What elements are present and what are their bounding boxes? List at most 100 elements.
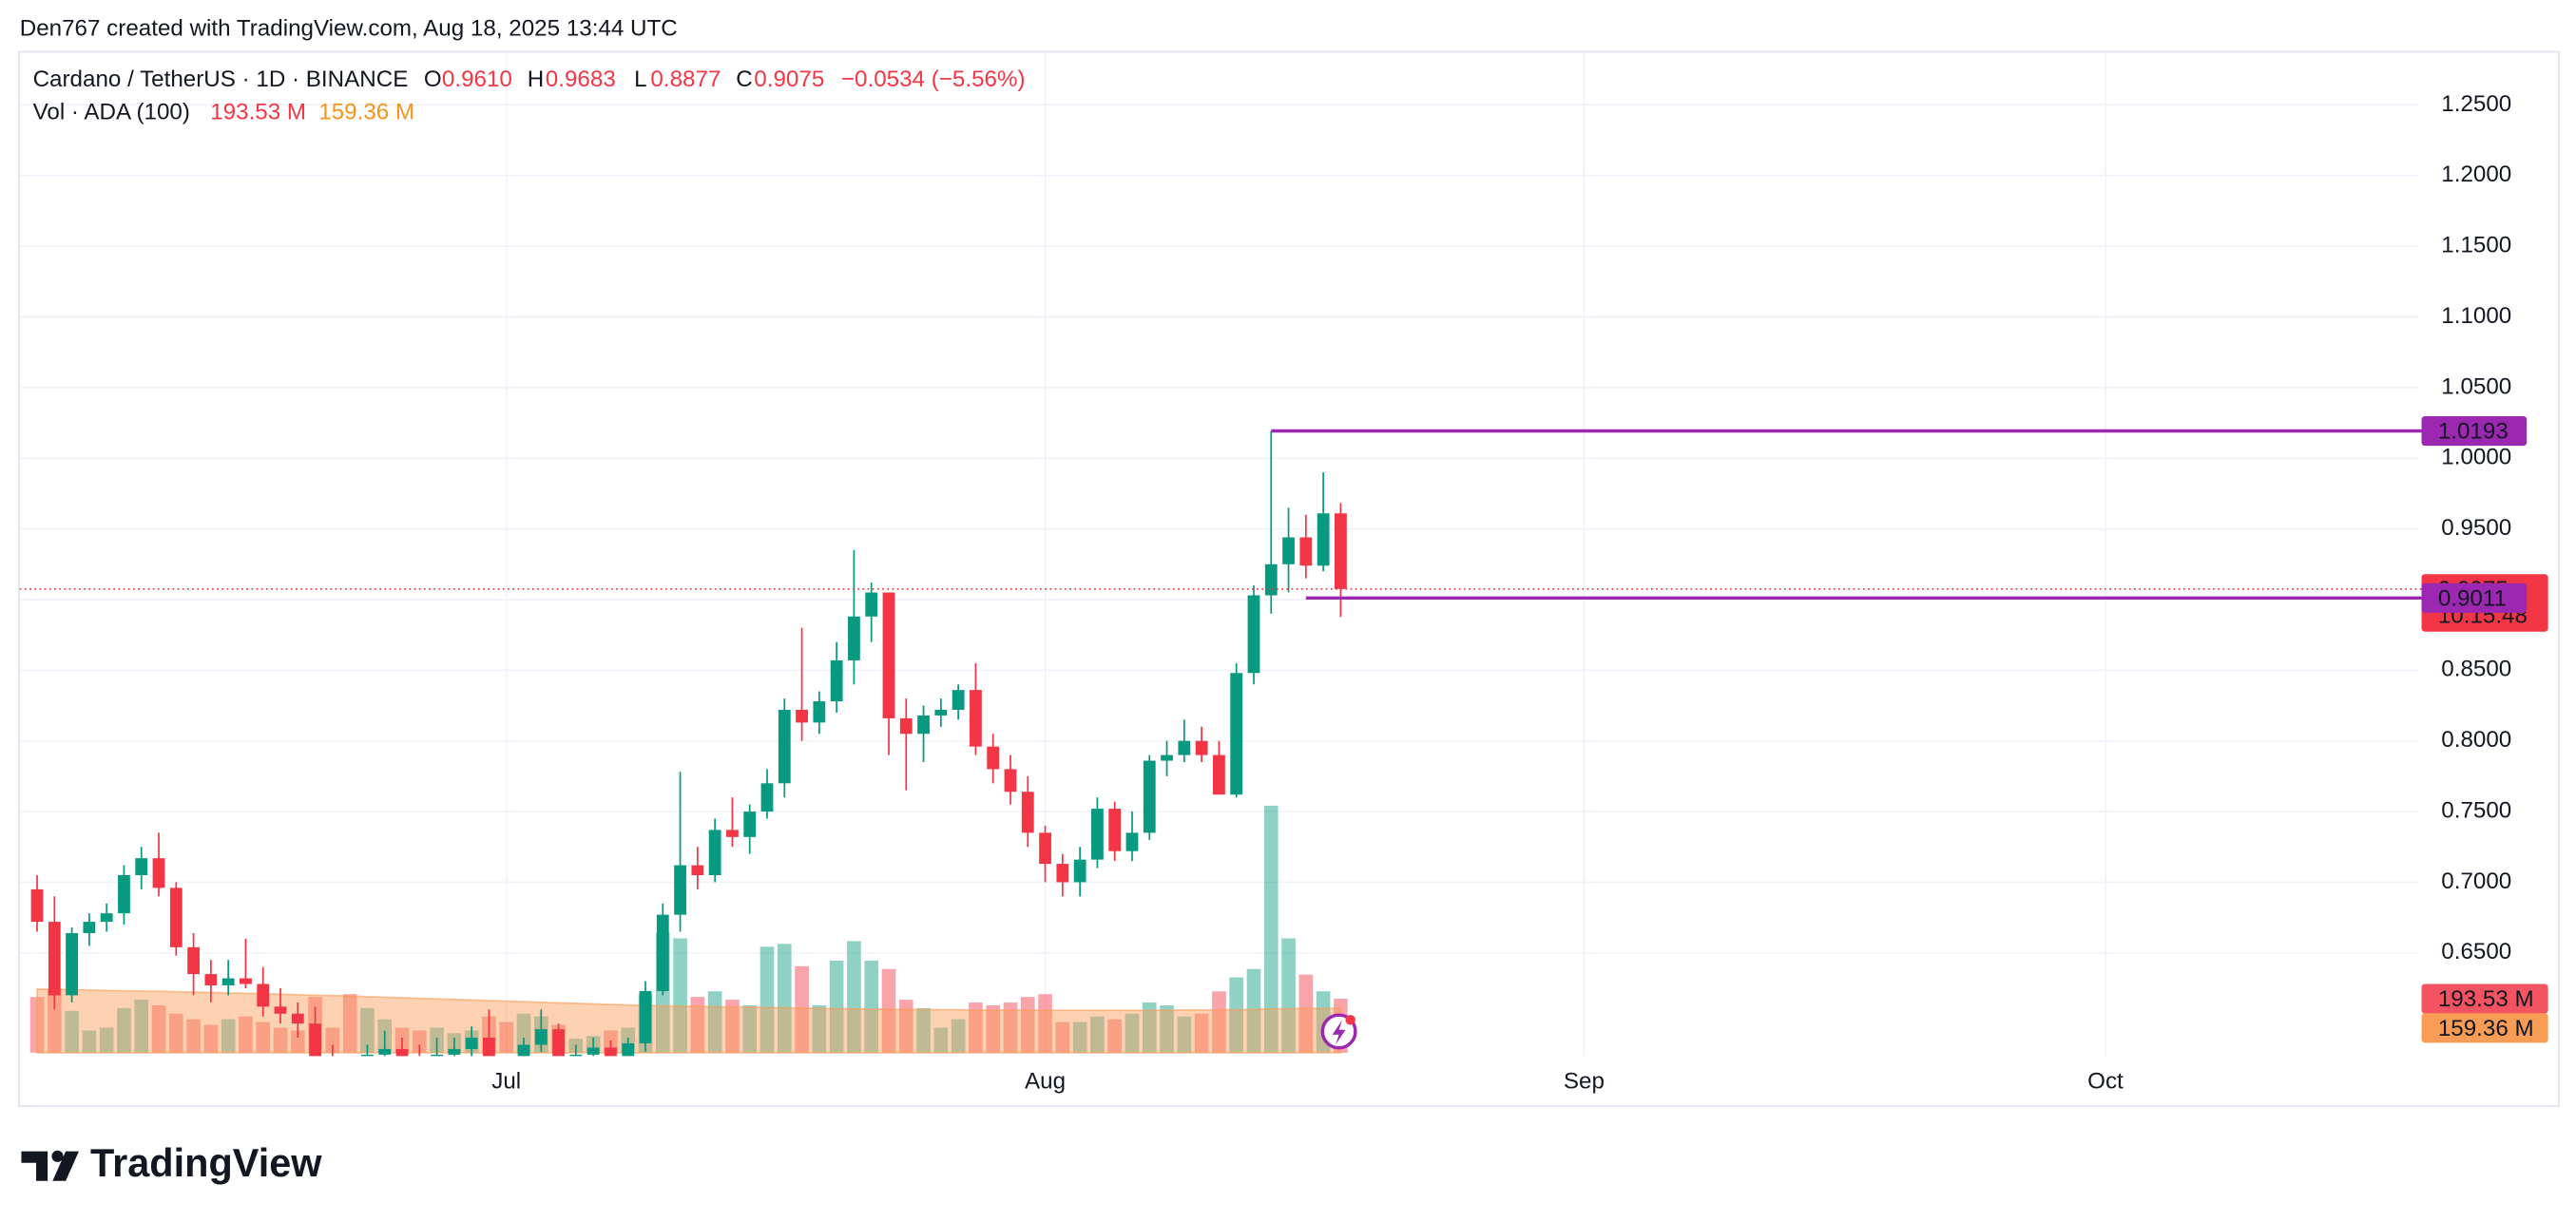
volume-bar [203, 1024, 219, 1053]
candles [30, 430, 1347, 1057]
volume-bar [795, 965, 809, 1053]
volume-bar [812, 1004, 827, 1053]
candle-body [291, 1013, 304, 1024]
candle-body [431, 1054, 443, 1057]
volume-bar [82, 1030, 97, 1053]
y-tick-label: 1.0000 [2441, 445, 2511, 470]
candle-body [639, 990, 652, 1043]
volume-bar [881, 968, 896, 1053]
volume-bar [99, 1027, 114, 1053]
volume-bar [759, 946, 775, 1053]
volume-bar [1281, 938, 1296, 1053]
candle-body [674, 865, 686, 915]
ohlc-key: L [634, 67, 646, 92]
ohlc-key: O [424, 67, 442, 92]
candle-body [830, 659, 843, 702]
candle-body [1247, 595, 1260, 674]
candle-body [448, 1048, 461, 1055]
candle-body [83, 922, 96, 933]
candle-body [274, 1006, 287, 1014]
candle-body [1004, 769, 1017, 792]
volume-bar [360, 1007, 375, 1053]
x-tick-label: Sep [1564, 1068, 1605, 1094]
candle-body [30, 888, 44, 923]
volume-bar [1072, 1022, 1087, 1053]
ohlc-value: 0.8877 [650, 67, 721, 92]
candle-body [240, 978, 252, 984]
y-tick-label: 0.9500 [2441, 515, 2511, 541]
volume-bar [690, 997, 705, 1053]
volume-bar [1142, 1002, 1157, 1053]
brand: TradingView [90, 1140, 322, 1185]
volume-bar [325, 1027, 340, 1053]
volume-bar [499, 1022, 514, 1053]
volume-bar [1055, 1022, 1070, 1053]
candle-body [1091, 809, 1104, 860]
volume-bar [864, 960, 879, 1053]
candle-body [118, 874, 130, 914]
volume-tag-label: 193.53 M [2438, 986, 2534, 1012]
candle-body [187, 946, 200, 975]
y-tick-label: 1.1000 [2441, 303, 2511, 329]
y-tick-label: 1.1500 [2441, 233, 2511, 258]
y-tick-label: 0.8500 [2441, 657, 2511, 682]
volume-bar [1160, 1004, 1174, 1053]
candle-body [309, 1023, 321, 1057]
candle-body [221, 978, 235, 986]
volume-bar [1246, 968, 1261, 1053]
candle-body [100, 913, 113, 923]
candle-body [1282, 537, 1295, 564]
volume-value: 193.53 M [210, 100, 306, 125]
candle-body [569, 1054, 583, 1057]
volume-bar [847, 941, 861, 1053]
candle-body [1161, 754, 1173, 761]
candle-body [483, 1038, 495, 1057]
candle-body [1213, 754, 1225, 795]
chart-frame [18, 50, 2560, 1107]
volume-bar [829, 960, 844, 1053]
candle-body [257, 983, 270, 1007]
x-tick-label: Jul [491, 1068, 521, 1094]
level-label: 0.9011 [2438, 585, 2507, 611]
ohlc-value: 0.9683 [546, 67, 616, 92]
volume-bar [951, 1019, 966, 1053]
candle-body [656, 914, 669, 991]
y-tick-label: 0.7000 [2441, 869, 2511, 894]
volume-bar [47, 988, 62, 1053]
candle-body [882, 592, 895, 718]
volume-bar [742, 1004, 758, 1053]
candle-body [622, 1042, 635, 1057]
candle-body [1317, 513, 1330, 566]
volume-bar [916, 1007, 931, 1053]
y-tick-label: 1.2500 [2441, 91, 2511, 117]
volume-bar [117, 1007, 131, 1053]
volume-bar [986, 1004, 1001, 1053]
volume-bar [65, 1010, 79, 1053]
candle-body [395, 1048, 409, 1057]
candle-body [66, 932, 78, 996]
x-tick-label: Aug [1025, 1068, 1066, 1094]
candle-body [48, 922, 61, 996]
candle-body [361, 1054, 374, 1057]
volume-bar [151, 1004, 166, 1053]
candle-body [1021, 792, 1034, 833]
volume-bar [673, 938, 687, 1053]
volume-bar [1038, 994, 1052, 1053]
candle-body [1143, 760, 1156, 833]
volume-bar [186, 1019, 201, 1053]
level-label: 1.0193 [2438, 419, 2509, 445]
y-tick-label: 0.6500 [2441, 939, 2511, 964]
candle-body [465, 1038, 478, 1049]
y-tick-label: 0.7500 [2441, 797, 2511, 823]
y-tick-label: 1.2000 [2441, 162, 2511, 187]
attribution: Den767 created with TradingView.com, Aug… [20, 16, 678, 42]
volume-bar [412, 1030, 427, 1053]
candle-body [1073, 859, 1086, 883]
volume-bar [1229, 977, 1244, 1053]
volume-bar [290, 1030, 305, 1053]
ohlc-value: 0.9075 [754, 67, 824, 92]
